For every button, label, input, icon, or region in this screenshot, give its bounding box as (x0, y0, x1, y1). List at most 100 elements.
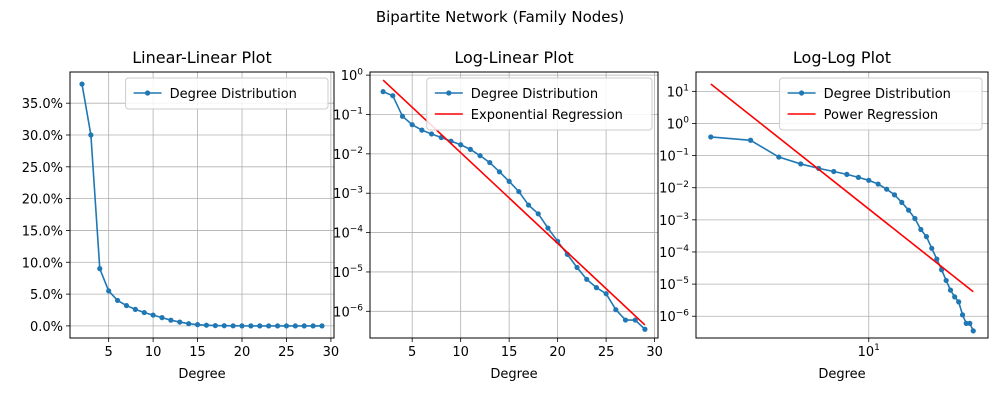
x-axis-label: Degree (818, 367, 865, 382)
chart-panel-1: 5 10 15 20 25 30 0.0% 5.0% 10.0% 15.0% 20.0% 25.0% 3… (22, 48, 339, 382)
chart-panel-2: 5 10 15 20 25 3010−610−510−410−310−210−1100Lo… (333, 48, 663, 382)
data-point (467, 146, 473, 152)
data-point (159, 315, 165, 321)
data-point (622, 317, 629, 323)
data-point (891, 192, 898, 198)
data-point (194, 322, 201, 328)
data-point (776, 154, 782, 160)
chart-title: Log-Linear Plot (454, 48, 573, 67)
x-tick-label: 10 (145, 345, 162, 360)
data-point (963, 320, 969, 326)
y-tick-label: 20.0% (22, 193, 63, 208)
x-tick-label: 30 (323, 345, 340, 360)
legend-label: Degree Distribution (824, 87, 951, 102)
data-point (380, 89, 386, 95)
data-point (150, 312, 156, 318)
data-point (947, 287, 954, 293)
regression-line (710, 83, 974, 293)
data-point (613, 307, 619, 313)
x-tick-label: 25 (598, 345, 615, 360)
data-point (844, 171, 850, 177)
data-point (866, 177, 872, 183)
legend-marker (799, 90, 805, 96)
data-point (230, 323, 236, 329)
data-point (114, 297, 121, 304)
data-point (409, 122, 415, 128)
data-point (884, 186, 890, 192)
data-point (632, 317, 638, 323)
data-point (212, 322, 218, 329)
data-point (603, 291, 609, 297)
data-point (959, 312, 966, 318)
x-axis-label: Degree (178, 367, 225, 382)
data-point (747, 137, 754, 143)
legend: Degree Distribution (125, 77, 329, 110)
x-tick-label: 15 (501, 345, 518, 360)
y-tick-label: 35.0% (22, 97, 63, 112)
axes-frame (695, 71, 989, 339)
data-point (912, 215, 918, 222)
legend-label: Degree Distribution (170, 87, 297, 102)
legend-label: Degree Distribution (471, 87, 598, 102)
data-point (88, 132, 94, 138)
data-point (123, 302, 130, 309)
x-axis-label: Degree (490, 367, 537, 382)
data-point (923, 234, 930, 240)
data-point (831, 168, 837, 175)
data-point (642, 326, 648, 332)
data-point (487, 159, 493, 166)
chart-title: Linear-Linear Plot (132, 48, 271, 67)
data-point (292, 323, 298, 329)
data-point (79, 81, 85, 87)
data-point (708, 134, 714, 140)
data-point (186, 321, 192, 327)
chart-title: Log-Log Plot (793, 48, 891, 67)
legend-label: Power Regression (824, 108, 939, 123)
axes-frame (369, 71, 659, 339)
data-point (956, 299, 962, 305)
data-point (266, 323, 272, 329)
data-point (967, 320, 973, 326)
data-point (584, 276, 590, 282)
data-point (855, 174, 862, 180)
legend-marker (145, 90, 151, 96)
series-line (382, 90, 646, 330)
data-point (310, 323, 316, 329)
data-point (97, 266, 103, 272)
data-point (875, 181, 881, 187)
x-tick-label: 5 (408, 345, 416, 360)
data-point (301, 323, 307, 329)
data-point (905, 207, 912, 213)
x-tick-label: 25 (278, 345, 295, 360)
data-point (970, 328, 976, 334)
series-line (81, 83, 322, 327)
data-point (141, 309, 147, 316)
data-point (177, 319, 183, 325)
data-point (399, 113, 406, 119)
data-point (239, 323, 245, 329)
legend: Degree Distribution Power Regression (779, 77, 983, 131)
data-point (525, 202, 532, 208)
data-point (458, 142, 464, 148)
data-point (506, 178, 512, 184)
data-point (929, 245, 935, 251)
data-point (477, 153, 483, 159)
data-point (952, 294, 958, 300)
y-tick-label: 30.0% (22, 129, 63, 144)
data-point (798, 161, 804, 167)
data-point (545, 225, 551, 231)
data-point (419, 127, 425, 133)
data-point (899, 199, 905, 205)
legend-box (779, 77, 983, 131)
data-point (390, 93, 396, 99)
legend: Degree Distribution Exponential Regressio… (426, 77, 653, 131)
data-point (918, 226, 924, 233)
data-point (203, 322, 210, 328)
data-point (168, 317, 174, 323)
data-point (934, 256, 940, 262)
y-tick-label: 10.0% (22, 256, 63, 271)
legend-box (426, 77, 653, 131)
data-point (283, 323, 290, 329)
data-point (221, 323, 227, 329)
legend-label: Exponential Regression (471, 108, 623, 123)
